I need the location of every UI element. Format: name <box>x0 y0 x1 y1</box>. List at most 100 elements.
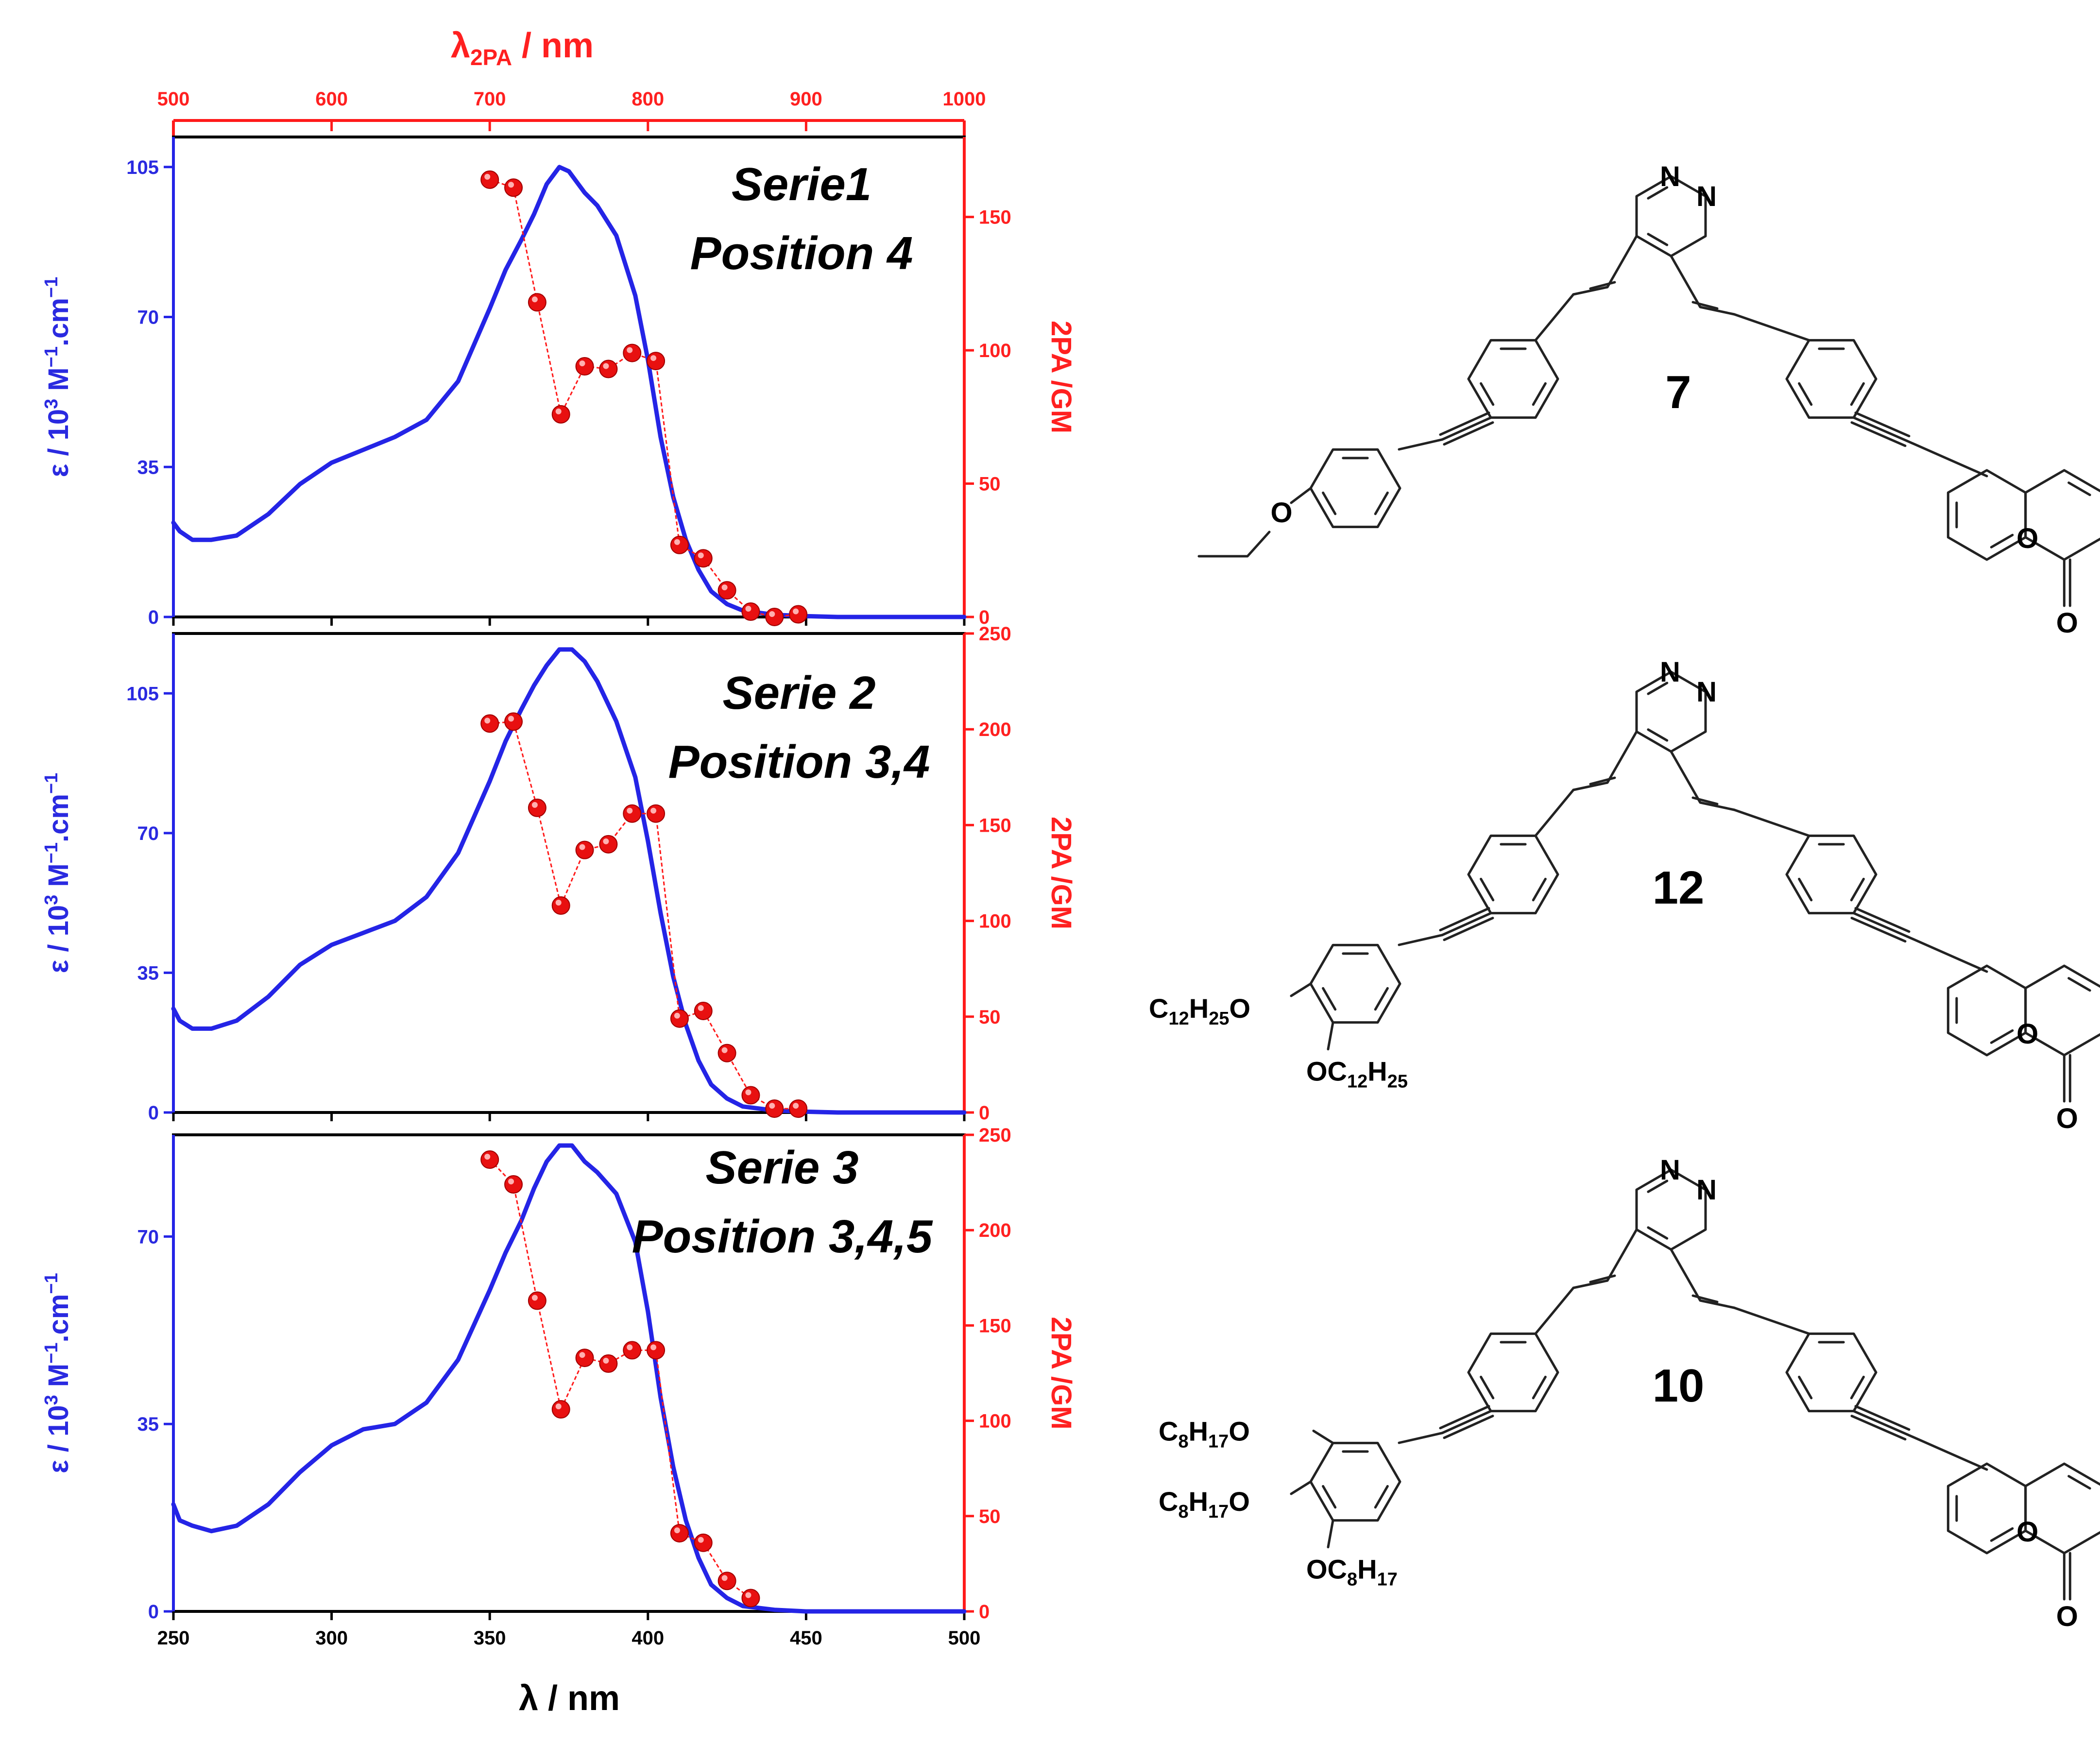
tpa-point-highlight <box>674 1527 680 1534</box>
tpa-point-highlight <box>769 611 775 617</box>
ring-double-bond <box>1850 382 1865 406</box>
vinyl-bond <box>1572 1228 1638 1289</box>
ring-double-bond <box>2067 1475 2091 1490</box>
ring-double-bond <box>1647 728 1669 742</box>
tpa-point <box>647 352 666 371</box>
alkyne-bond <box>1439 411 1490 436</box>
formula-part: 25 <box>1209 1009 1229 1029</box>
tpa-point <box>480 714 499 733</box>
panel-serie-1: 500 600 700 800 900 1000 0 35 70 105 0 50 100 150 Seri… <box>126 88 1011 628</box>
alkyne-bond <box>1850 1415 1907 1441</box>
tpa-point <box>623 1341 642 1360</box>
tpa-point-highlight <box>721 584 728 591</box>
tpa-point-highlight <box>603 1357 609 1364</box>
top-axis-tick-label: 500 <box>157 88 190 110</box>
formula-part: H <box>1357 1554 1377 1585</box>
tpa-point <box>504 712 523 731</box>
tpa-point-highlight <box>508 716 514 722</box>
top-axis-label: λ2PA / nm <box>451 26 594 70</box>
ring-double-bond <box>1532 877 1547 902</box>
nitrogen-label: N <box>1660 1154 1680 1186</box>
ring-double-bond <box>1480 1375 1495 1400</box>
top-axis-tick-label: 900 <box>790 88 822 110</box>
top-axis-tick-label: 800 <box>632 88 664 110</box>
top-axis-label-main: λ <box>451 26 470 65</box>
left-axis-label-part: −1 <box>41 277 62 298</box>
nitrogen-label: N <box>1696 1174 1717 1206</box>
series-subtitle: Position 4 <box>690 227 913 279</box>
left-axis-tick-label: 35 <box>137 1414 159 1435</box>
left-axis-label-part: ε / 10 <box>43 905 74 973</box>
formula-part: 17 <box>1377 1570 1398 1590</box>
tpa-point-highlight <box>721 1047 728 1053</box>
tpa-point-highlight <box>627 807 633 814</box>
series-title: Serie1 <box>732 158 871 210</box>
ring-double-bond <box>1647 186 1669 200</box>
right-axis-tick-label: 150 <box>979 815 1011 836</box>
tpa-point-highlight <box>674 1012 680 1019</box>
formula-part: H <box>1367 1056 1387 1087</box>
panel-serie-2: 0 35 70 105 0 50 100 150 200 250 Serie 2 Position 3… <box>126 623 1011 1124</box>
tpa-point <box>717 1044 736 1062</box>
oxygen-label: O <box>2056 1103 2078 1134</box>
left-axis-label-part: M <box>43 367 74 398</box>
right-axis-tick-label: 150 <box>979 207 1011 228</box>
left-axis-label-part: −1 <box>41 346 62 367</box>
tpa-point <box>789 1099 808 1118</box>
tpa-point-highlight <box>793 608 799 615</box>
alkyne-bond <box>1854 907 1911 933</box>
compound-number: 12 <box>1653 862 1705 914</box>
tpa-point-highlight <box>579 1352 585 1358</box>
left-axis-label-part: .cm <box>43 794 74 842</box>
alkyne-bond <box>1398 1432 1444 1444</box>
ring-double-bond <box>1850 877 1865 902</box>
tpa-point <box>765 1099 784 1118</box>
tpa-point <box>528 798 546 817</box>
tpa-point-highlight <box>603 838 609 844</box>
tpa-point-highlight <box>698 1537 704 1543</box>
left-axis-labels: ε / 103 M−1.cm−1ε / 103 M−1.cm−1ε / 103 … <box>41 277 74 1473</box>
tpa-point-highlight <box>555 1403 562 1410</box>
ether-bond <box>1327 1519 1334 1549</box>
right-axis-label: 2PA /GM <box>1045 817 1077 929</box>
left-axis-tick-label: 0 <box>148 607 159 628</box>
tpa-series-line <box>490 720 799 1110</box>
series-title: Serie 3 <box>706 1142 859 1194</box>
left-axis-tick-label: 105 <box>126 157 159 178</box>
tpa-point <box>599 1354 618 1373</box>
vinyl-double-bond <box>1691 1294 1719 1303</box>
bottom-axis-tick-label: 350 <box>474 1627 506 1649</box>
bottom-axis-tick-label: 250 <box>157 1627 190 1649</box>
vinyl-bond <box>1670 255 1736 316</box>
left-axis-tick-label: 70 <box>137 1226 159 1248</box>
tpa-point <box>717 1572 736 1591</box>
left-axis-label: ε / 103 M−1.cm−1 <box>41 1273 74 1473</box>
left-axis-label-part: 3 <box>41 1395 62 1405</box>
oxygen-label: O <box>1270 497 1292 529</box>
right-axis-label: 2PA /GM <box>1045 1317 1077 1429</box>
tpa-point <box>551 1400 570 1419</box>
alkyne-bond <box>1439 1405 1490 1430</box>
compound-number: 10 <box>1653 1360 1705 1412</box>
tpa-point-highlight <box>674 539 680 545</box>
formula-part: H <box>1189 1486 1208 1517</box>
top-axis-tick-label: 600 <box>315 88 348 110</box>
tpa-point-highlight <box>698 552 704 559</box>
alkyne-bond <box>1852 1410 1909 1436</box>
tpa-point-highlight <box>745 1592 751 1598</box>
right-axis-tick-label: 200 <box>979 719 1011 740</box>
tpa-point <box>623 343 642 362</box>
tpa-point <box>528 1291 546 1310</box>
ring-double-bond <box>1480 877 1495 902</box>
formula-part: OC <box>1306 1056 1347 1087</box>
tpa-point <box>717 581 736 600</box>
absorption-series-line <box>171 165 967 619</box>
series-title: Serie 2 <box>723 667 876 719</box>
tpa-point <box>694 1533 713 1552</box>
tpa-point <box>765 608 784 626</box>
tpa-point-highlight <box>745 606 751 612</box>
vinyl-double-bond <box>1589 1274 1616 1283</box>
ring-double-bond <box>1990 1029 2014 1044</box>
vinyl-double-bond <box>1691 796 1719 805</box>
